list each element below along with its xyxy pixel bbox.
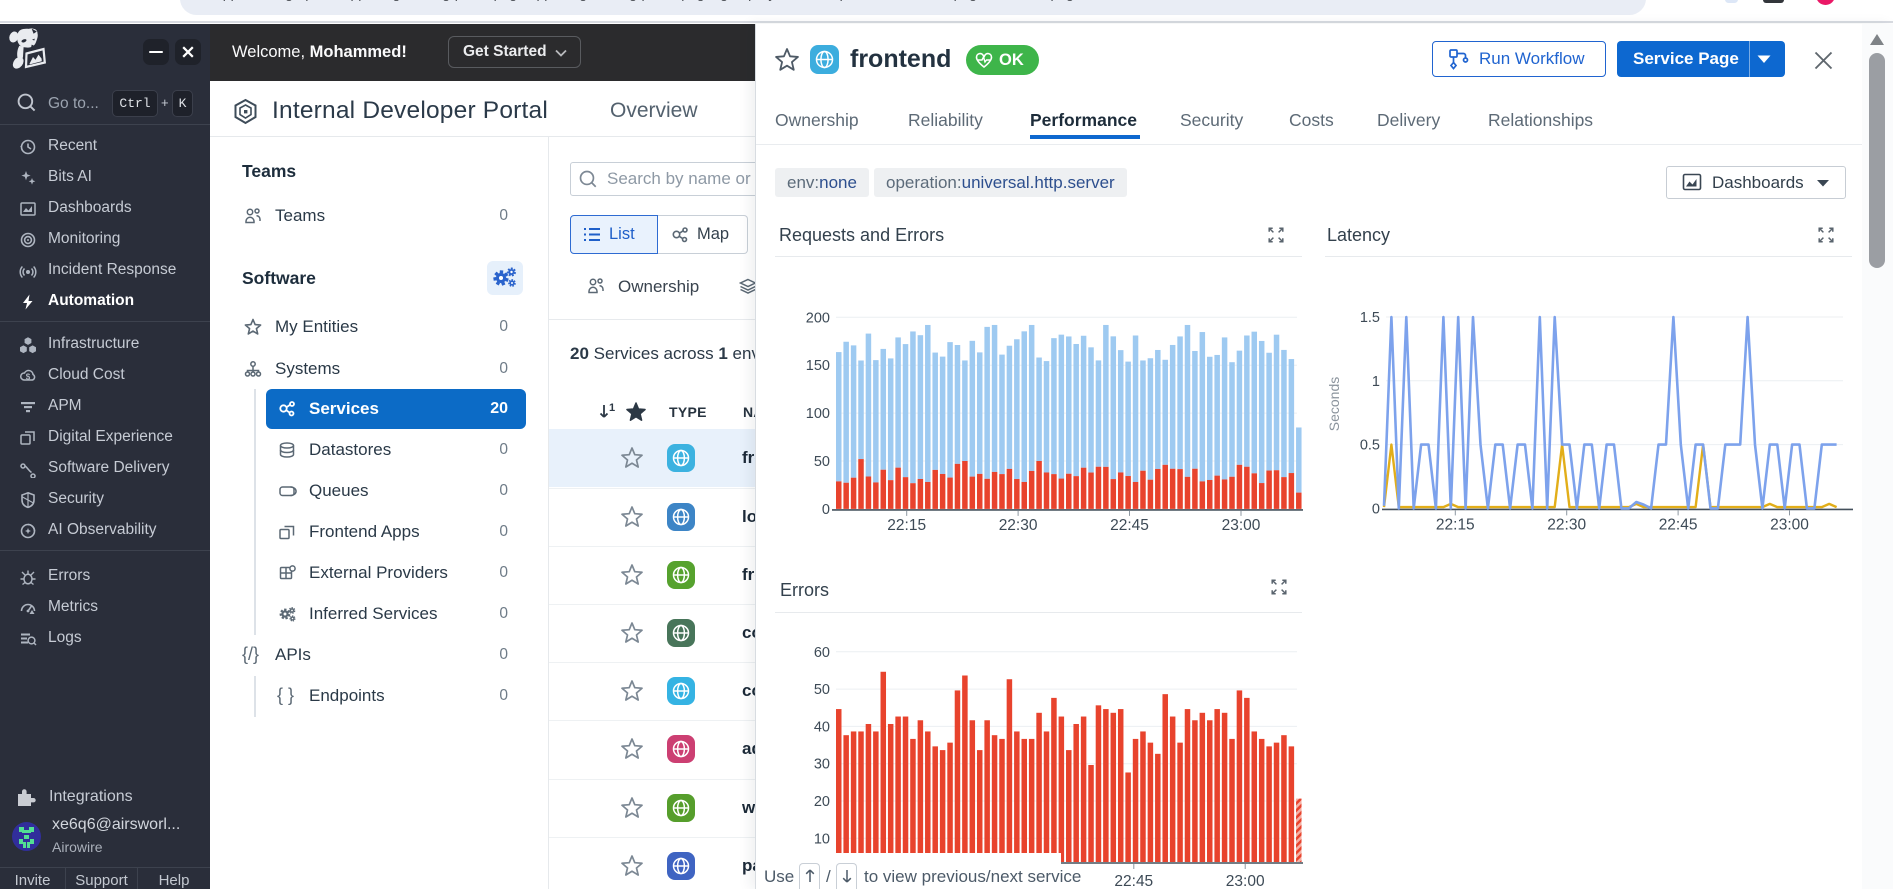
svg-text:23:00: 23:00	[1222, 517, 1261, 534]
svg-text:22:30: 22:30	[1547, 516, 1586, 533]
svg-text:200: 200	[806, 310, 830, 326]
svg-text:0: 0	[1372, 501, 1380, 517]
svg-text:50: 50	[814, 682, 830, 698]
svg-text:22:15: 22:15	[887, 517, 926, 534]
svg-text:1: 1	[1372, 374, 1380, 390]
svg-text:23:00: 23:00	[1770, 516, 1809, 533]
svg-text:$: $	[26, 373, 31, 382]
svg-text:Seconds: Seconds	[1326, 377, 1342, 431]
svg-text:0: 0	[822, 502, 830, 518]
svg-text:23:00: 23:00	[1226, 873, 1265, 889]
svg-text:22:45: 22:45	[1659, 516, 1698, 533]
svg-text:50: 50	[814, 454, 830, 470]
svg-text:100: 100	[806, 406, 830, 422]
svg-text:60: 60	[814, 645, 830, 661]
svg-text:1.5: 1.5	[1360, 310, 1380, 326]
svg-text:22:30: 22:30	[999, 517, 1038, 534]
svg-text:22:45: 22:45	[1110, 517, 1149, 534]
svg-text:150: 150	[806, 358, 830, 374]
svg-text:20: 20	[814, 794, 830, 810]
svg-text:30: 30	[814, 757, 830, 773]
svg-text:22:45: 22:45	[1114, 873, 1153, 889]
svg-text:40: 40	[814, 719, 830, 735]
svg-text:10: 10	[814, 831, 830, 847]
svg-text:1: 1	[609, 402, 615, 414]
svg-text:22:15: 22:15	[1436, 516, 1475, 533]
svg-text:0.5: 0.5	[1360, 438, 1380, 454]
